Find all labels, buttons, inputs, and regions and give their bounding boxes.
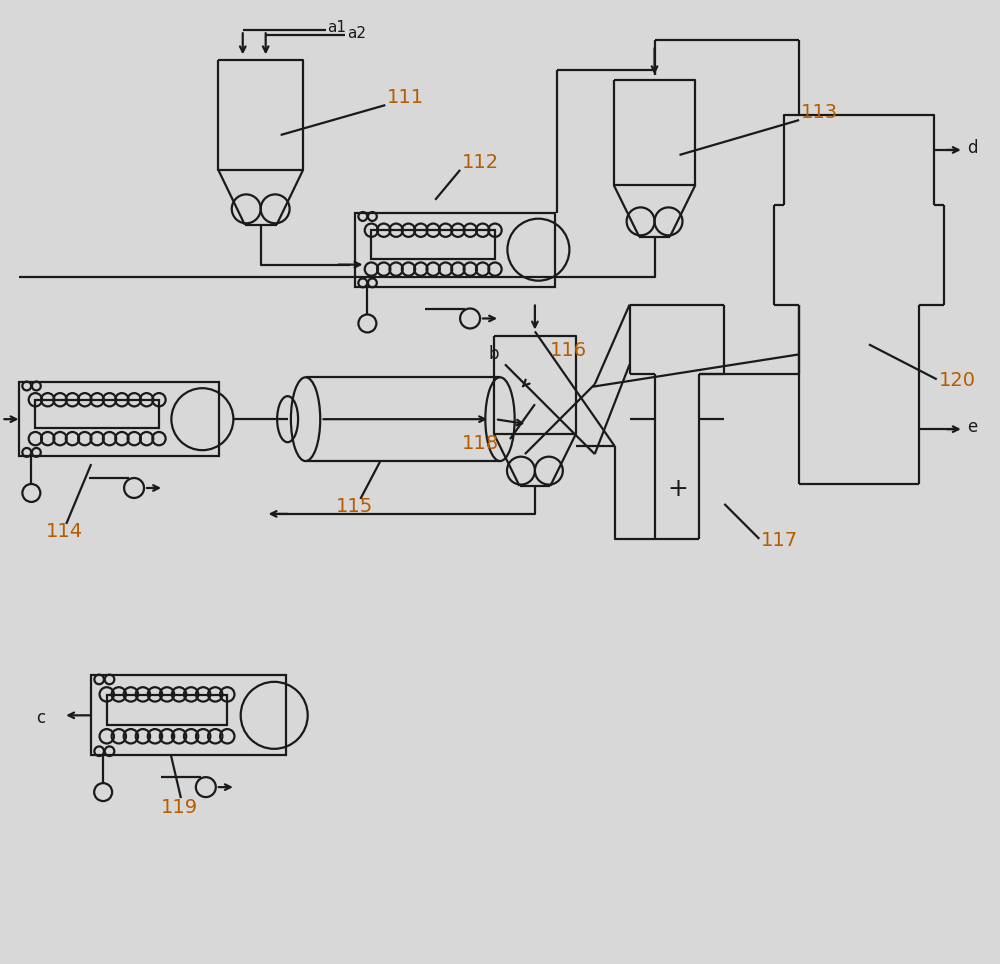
Text: e: e (967, 418, 977, 436)
Text: 113: 113 (801, 103, 838, 122)
Text: 118: 118 (462, 434, 499, 453)
Text: 117: 117 (761, 531, 798, 549)
Text: b: b (488, 345, 499, 363)
Text: 115: 115 (335, 496, 373, 516)
Bar (355, 213, 555, 286)
Bar (107, 695, 227, 725)
Text: 120: 120 (939, 371, 976, 390)
Bar (371, 230, 495, 258)
Bar (35, 400, 159, 428)
Text: 112: 112 (462, 153, 499, 172)
Text: d: d (967, 139, 977, 157)
Text: a2: a2 (347, 26, 366, 41)
Text: 119: 119 (161, 798, 198, 817)
Text: 114: 114 (46, 522, 83, 541)
Text: a1: a1 (327, 20, 346, 36)
Bar (19, 383, 219, 456)
Text: 111: 111 (387, 88, 424, 107)
Bar (91, 676, 286, 755)
Text: 116: 116 (550, 341, 587, 361)
Text: c: c (36, 710, 45, 727)
Text: +: + (667, 477, 688, 501)
